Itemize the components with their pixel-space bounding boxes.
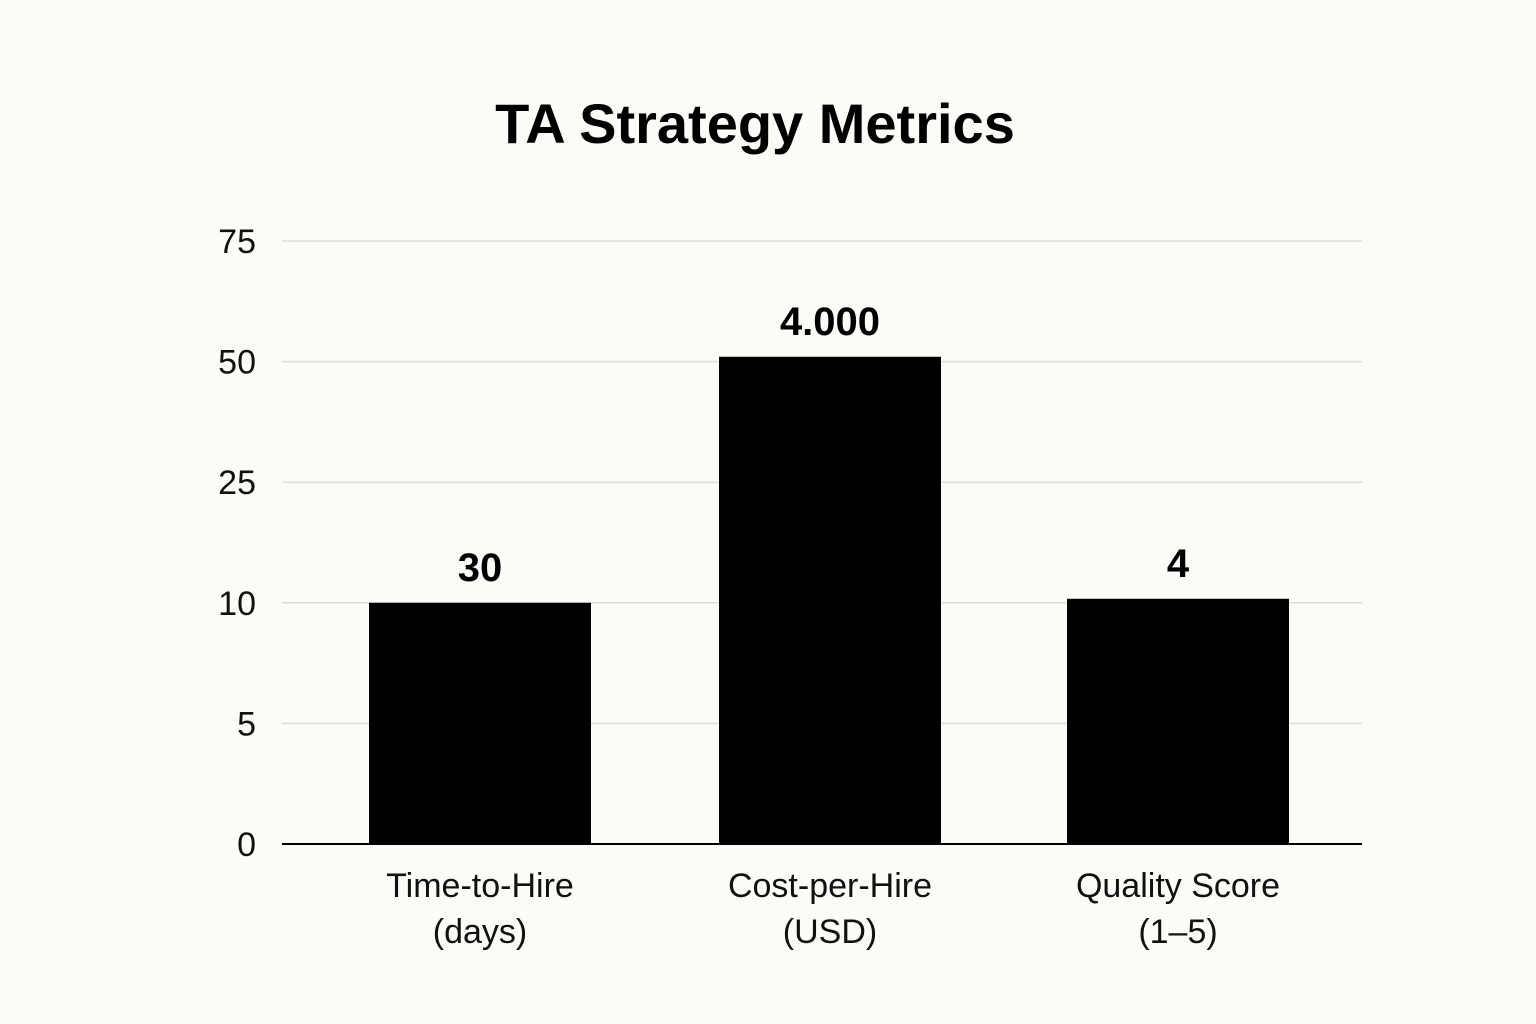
y-tick-label: 75 (218, 223, 256, 261)
chart-title: TA Strategy Metrics (495, 92, 1015, 155)
value-label: 4 (1167, 542, 1190, 586)
x-category-label: Cost-per-Hire (USD) (728, 867, 932, 951)
x-category-label: Time-to-Hire (days) (386, 867, 574, 951)
value-label: 4.000 (780, 300, 880, 344)
y-tick-label: 50 (218, 344, 256, 382)
bar (369, 602, 591, 844)
y-tick-label: 10 (218, 585, 256, 623)
bar (719, 356, 941, 844)
bar (1067, 598, 1289, 844)
x-category-label: Quality Score (1–5) (1076, 867, 1280, 951)
bars (282, 356, 1362, 845)
y-axis-ticks: 0 5 10 25 50 75 (218, 223, 256, 864)
y-tick-label: 0 (237, 826, 256, 864)
y-tick-label: 25 (218, 464, 256, 502)
value-label: 30 (458, 546, 503, 590)
x-axis-categories: Time-to-Hire (days) Cost-per-Hire (USD) Qual… (386, 867, 1280, 951)
value-labels: 30 4.000 4 (458, 300, 1190, 590)
y-tick-label: 5 (237, 705, 256, 743)
